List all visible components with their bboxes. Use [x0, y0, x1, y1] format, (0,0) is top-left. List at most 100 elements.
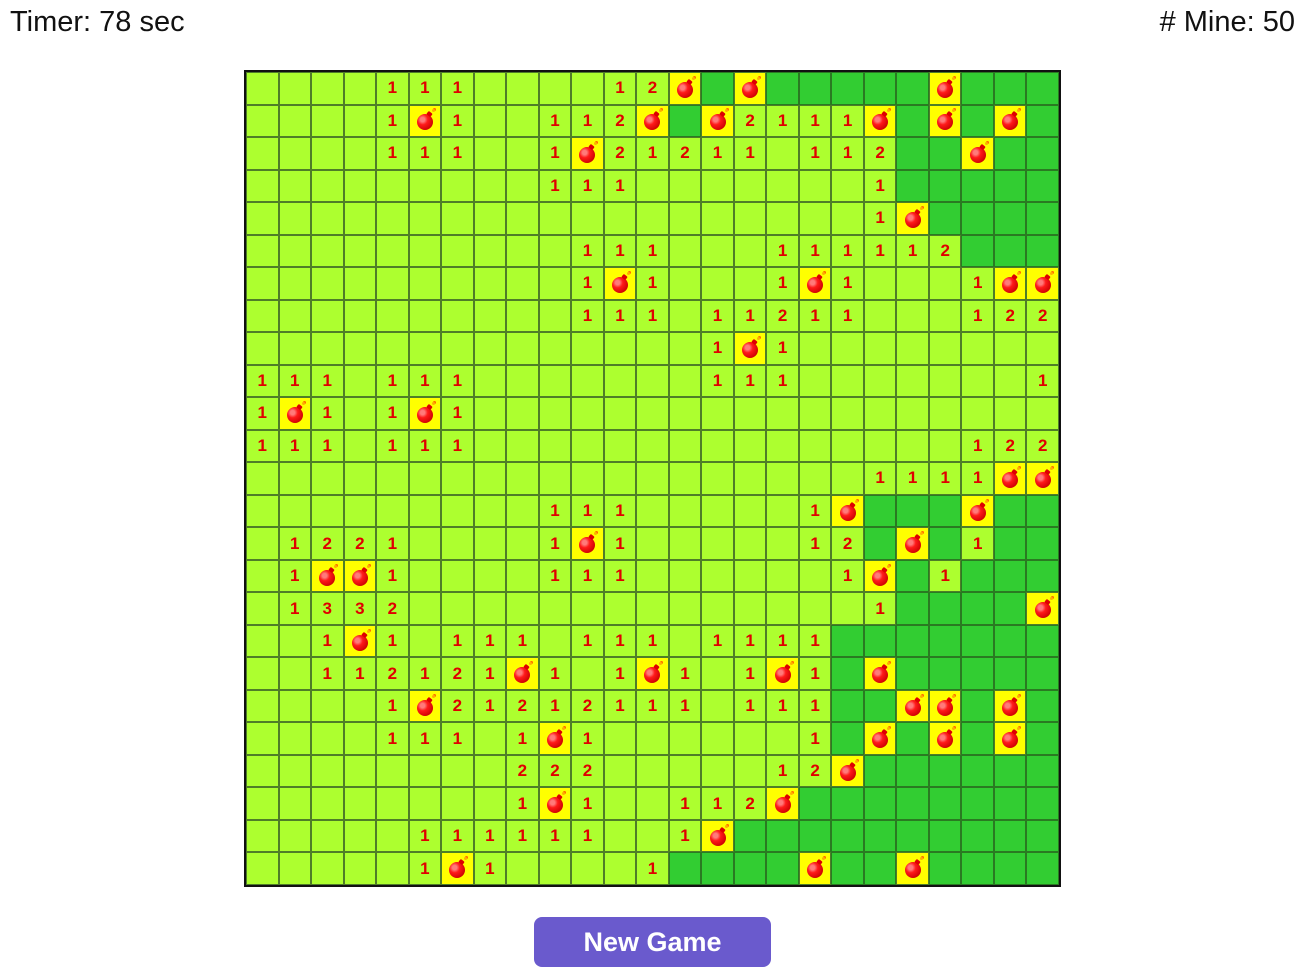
cell-unrevealed[interactable]	[1026, 559, 1059, 593]
cell-number[interactable]: 1	[668, 787, 702, 820]
cell-number[interactable]: 1	[733, 657, 767, 690]
cell-empty[interactable]	[603, 722, 637, 755]
cell-empty[interactable]	[863, 397, 897, 430]
cell-mine[interactable]	[603, 267, 637, 300]
cell-unrevealed[interactable]	[961, 624, 994, 658]
cell-number[interactable]: 2	[668, 137, 702, 170]
cell-empty[interactable]	[311, 332, 344, 365]
cell-empty[interactable]	[733, 169, 767, 203]
cell-empty[interactable]	[311, 722, 344, 755]
cell-empty[interactable]	[831, 364, 864, 398]
cell-mine[interactable]	[798, 267, 832, 300]
cell-unrevealed[interactable]	[668, 852, 702, 885]
cell-empty[interactable]	[278, 267, 312, 300]
cell-mine[interactable]	[441, 852, 474, 885]
cell-empty[interactable]	[538, 234, 572, 268]
cell-unrevealed[interactable]	[993, 592, 1027, 625]
cell-number[interactable]: 1	[441, 819, 474, 853]
cell-empty[interactable]	[473, 754, 507, 788]
cell-empty[interactable]	[603, 332, 637, 365]
cell-number[interactable]: 1	[538, 137, 572, 170]
cell-empty[interactable]	[473, 104, 507, 138]
cell-empty[interactable]	[278, 234, 312, 268]
cell-empty[interactable]	[1026, 332, 1059, 365]
cell-empty[interactable]	[928, 364, 962, 398]
cell-empty[interactable]	[473, 202, 507, 235]
cell-mine[interactable]	[896, 689, 929, 723]
cell-unrevealed[interactable]	[993, 559, 1027, 593]
cell-number[interactable]: 2	[993, 429, 1027, 463]
cell-unrevealed[interactable]	[928, 592, 962, 625]
cell-empty[interactable]	[896, 299, 929, 333]
cell-number[interactable]: 1	[376, 104, 409, 138]
cell-unrevealed[interactable]	[961, 169, 994, 203]
cell-empty[interactable]	[733, 202, 767, 235]
cell-empty[interactable]	[668, 299, 702, 333]
cell-empty[interactable]	[733, 722, 767, 755]
cell-empty[interactable]	[831, 592, 864, 625]
cell-empty[interactable]	[571, 657, 604, 690]
cell-empty[interactable]	[343, 852, 377, 885]
cell-unrevealed[interactable]	[1026, 624, 1059, 658]
cell-empty[interactable]	[441, 592, 474, 625]
cell-unrevealed[interactable]	[961, 559, 994, 593]
cell-number[interactable]: 1	[603, 624, 637, 658]
cell-empty[interactable]	[343, 494, 377, 528]
cell-empty[interactable]	[831, 169, 864, 203]
cell-mine[interactable]	[928, 689, 962, 723]
cell-empty[interactable]	[766, 559, 799, 593]
cell-empty[interactable]	[668, 559, 702, 593]
cell-number[interactable]: 1	[636, 267, 669, 300]
cell-mine[interactable]	[993, 462, 1027, 495]
cell-mine[interactable]	[928, 722, 962, 755]
cell-empty[interactable]	[278, 657, 312, 690]
cell-empty[interactable]	[343, 754, 377, 788]
cell-empty[interactable]	[571, 364, 604, 398]
cell-empty[interactable]	[506, 592, 539, 625]
cell-unrevealed[interactable]	[896, 137, 929, 170]
cell-empty[interactable]	[538, 202, 572, 235]
cell-number[interactable]: 2	[571, 689, 604, 723]
cell-empty[interactable]	[376, 332, 409, 365]
cell-empty[interactable]	[538, 592, 572, 625]
cell-unrevealed[interactable]	[928, 787, 962, 820]
cell-empty[interactable]	[376, 852, 409, 885]
cell-number[interactable]: 1	[571, 234, 604, 268]
cell-unrevealed[interactable]	[928, 202, 962, 235]
cell-unrevealed[interactable]	[961, 657, 994, 690]
cell-empty[interactable]	[311, 299, 344, 333]
cell-empty[interactable]	[798, 559, 832, 593]
cell-number[interactable]: 1	[636, 137, 669, 170]
cell-number[interactable]: 1	[408, 657, 442, 690]
cell-empty[interactable]	[311, 689, 344, 723]
cell-number[interactable]: 1	[571, 267, 604, 300]
cell-empty[interactable]	[636, 462, 669, 495]
cell-empty[interactable]	[246, 104, 279, 138]
cell-unrevealed[interactable]	[1026, 494, 1059, 528]
cell-number[interactable]: 1	[701, 332, 734, 365]
cell-empty[interactable]	[733, 527, 767, 560]
cell-unrevealed[interactable]	[701, 852, 734, 885]
cell-mine[interactable]	[993, 104, 1027, 138]
cell-number[interactable]: 1	[798, 689, 832, 723]
cell-empty[interactable]	[636, 494, 669, 528]
cell-number[interactable]: 1	[636, 299, 669, 333]
cell-number[interactable]: 1	[473, 852, 507, 885]
cell-number[interactable]: 1	[896, 462, 929, 495]
cell-empty[interactable]	[798, 462, 832, 495]
cell-number[interactable]: 1	[863, 169, 897, 203]
cell-number[interactable]: 1	[311, 624, 344, 658]
cell-empty[interactable]	[798, 429, 832, 463]
cell-number[interactable]: 1	[473, 819, 507, 853]
cell-mine[interactable]	[863, 104, 897, 138]
cell-number[interactable]: 1	[311, 364, 344, 398]
cell-empty[interactable]	[246, 722, 279, 755]
cell-empty[interactable]	[473, 559, 507, 593]
cell-empty[interactable]	[408, 754, 442, 788]
cell-empty[interactable]	[701, 527, 734, 560]
cell-empty[interactable]	[896, 267, 929, 300]
cell-number[interactable]: 1	[928, 462, 962, 495]
cell-empty[interactable]	[441, 754, 474, 788]
cell-number[interactable]: 1	[538, 819, 572, 853]
cell-empty[interactable]	[961, 397, 994, 430]
